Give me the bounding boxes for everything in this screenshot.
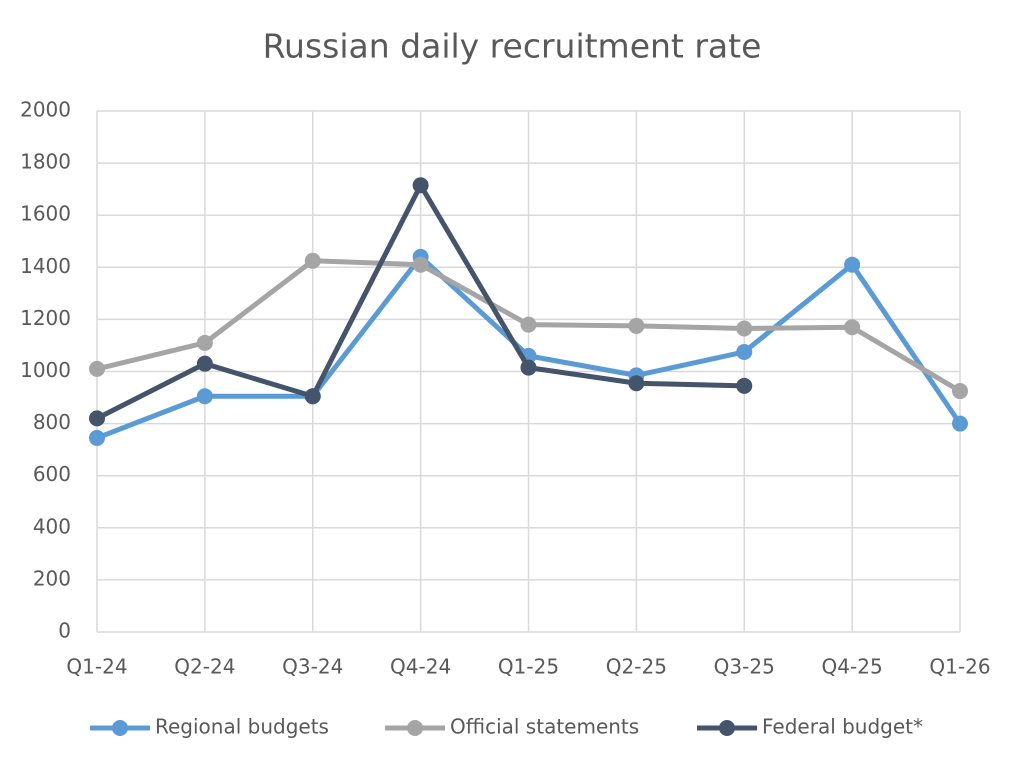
data-point [844, 319, 861, 336]
x-tick-label: Q2-25 [606, 655, 667, 679]
x-tick-label: Q4-24 [390, 655, 451, 679]
y-tick-label: 1600 [20, 202, 71, 226]
data-point [196, 388, 213, 405]
data-point [844, 256, 861, 273]
data-point [304, 388, 321, 405]
x-tick-label: Q3-24 [282, 655, 343, 679]
data-point [89, 360, 105, 377]
legend-marker [407, 720, 423, 736]
x-tick-label: Q1-25 [498, 655, 559, 679]
data-point [952, 383, 968, 400]
y-tick-label: 1200 [20, 306, 71, 330]
x-tick-label: Q2-24 [174, 655, 235, 679]
y-tick-label: 400 [33, 514, 71, 538]
data-point [89, 429, 105, 446]
y-tick-label: 2000 [20, 98, 71, 122]
y-tick-label: 200 [33, 566, 71, 590]
data-point [736, 343, 753, 360]
legend-label: Regional budgets [155, 715, 329, 739]
x-tick-label: Q1-24 [66, 655, 127, 679]
data-point [196, 334, 213, 351]
legend-marker [719, 720, 735, 736]
x-tick-label: Q1-26 [929, 655, 990, 679]
y-tick-label: 1000 [20, 358, 71, 382]
x-tick-label: Q3-25 [714, 655, 775, 679]
chart-title: Russian daily recruitment rate [263, 27, 762, 66]
y-tick-label: 1800 [20, 150, 71, 174]
y-tick-label: 0 [58, 619, 71, 643]
legend-label: Federal budget* [762, 715, 923, 739]
y-tick-label: 800 [33, 410, 71, 434]
x-tick-label: Q4-25 [822, 655, 883, 679]
legend-label: Official statements [450, 715, 639, 739]
data-point [412, 256, 429, 273]
data-point [89, 410, 105, 427]
data-point [628, 317, 645, 334]
data-point [628, 375, 645, 392]
data-point [304, 252, 321, 269]
legend-marker [112, 720, 128, 736]
data-point [520, 359, 537, 376]
data-point [520, 316, 537, 333]
data-point [412, 177, 429, 194]
data-point [952, 415, 968, 432]
y-tick-label: 1400 [20, 254, 71, 278]
data-point [736, 377, 753, 394]
data-point [196, 355, 213, 372]
data-point [736, 320, 753, 337]
y-tick-label: 600 [33, 462, 71, 486]
